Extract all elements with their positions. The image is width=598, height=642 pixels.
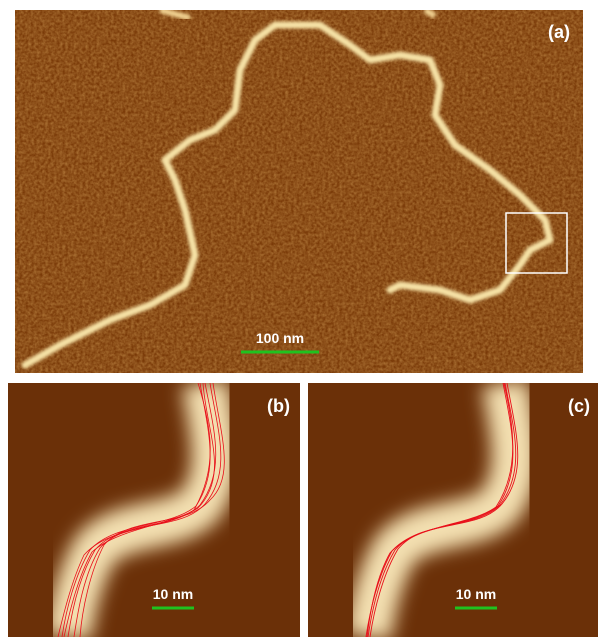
afm-texture: [15, 10, 583, 373]
panel-label: (a): [548, 22, 570, 42]
panel-label: (b): [267, 396, 290, 416]
figure: 100 nm (a) 10 nm (b) 10 nm (c): [0, 0, 598, 637]
scale-label: 100 nm: [256, 330, 304, 346]
page: 100 nm (a) 10 nm (b) 10 nm (c) ((): [0, 0, 598, 642]
panel-a: 100 nm (a): [15, 10, 583, 373]
panel-b: 10 nm (b): [8, 383, 300, 637]
panel-label: (c): [568, 396, 590, 416]
scale-label: 10 nm: [153, 586, 193, 602]
scale-label: 10 nm: [456, 586, 496, 602]
panel-c: 10 nm (c): [308, 383, 598, 637]
